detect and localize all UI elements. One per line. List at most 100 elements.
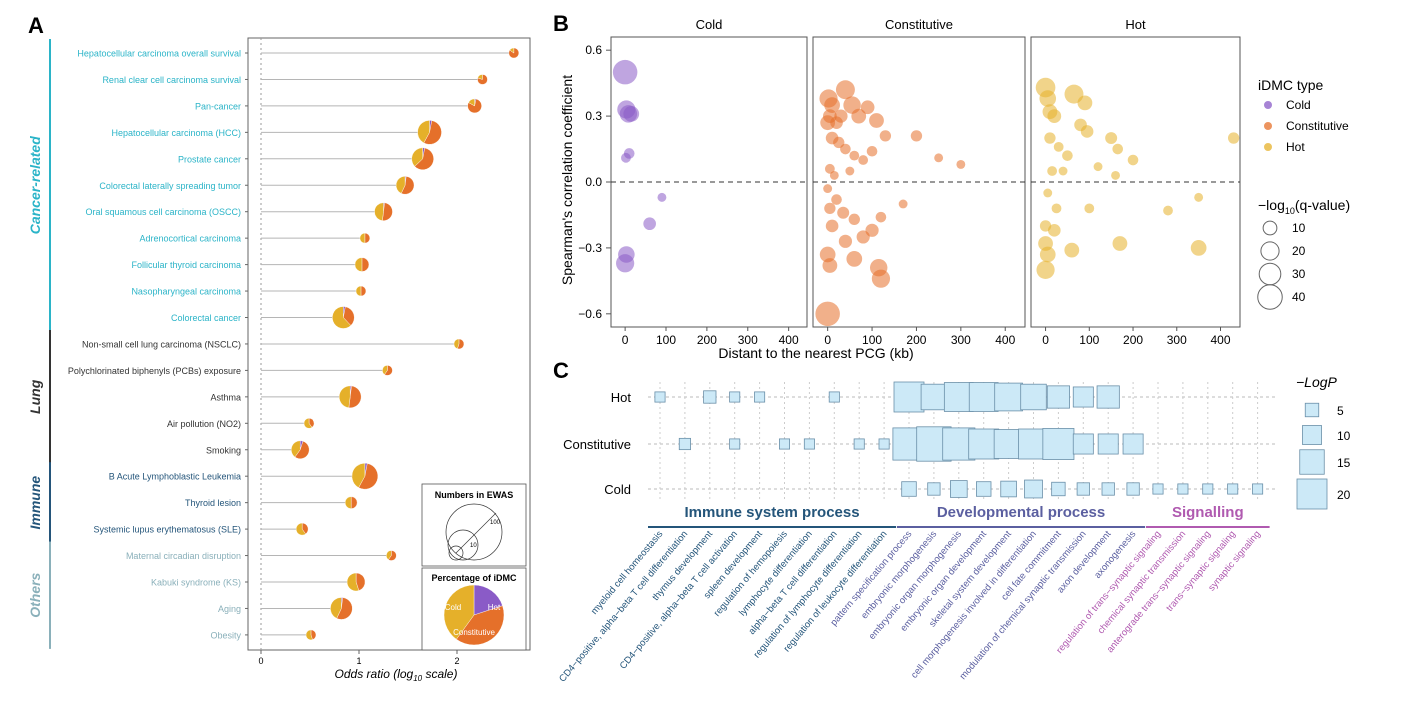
scatter-point: [898, 199, 908, 209]
scatter-point: [643, 217, 656, 231]
inset-ring-mid: [447, 529, 479, 561]
pie-slice-hot: [359, 232, 366, 244]
scatter-point: [1058, 166, 1068, 176]
scatter-point: [1227, 132, 1240, 144]
enrichment-box: [976, 481, 992, 497]
enrichment-box: [950, 480, 968, 498]
y-tick-label: −0.3: [578, 241, 602, 255]
pie-slice-constitutive: [456, 605, 505, 646]
legend-size-circle: [1257, 284, 1283, 310]
scatter-point: [849, 150, 860, 161]
pie-slice-constitutive: [384, 365, 393, 376]
scatter-point: [879, 130, 892, 142]
legend-logp-label: 20: [1337, 488, 1351, 502]
lollipop-pie: [354, 257, 370, 272]
x-tick-label: 0: [1042, 333, 1049, 347]
scatter-point: [829, 170, 839, 180]
enrichment-box: [1097, 433, 1119, 455]
enrichment-box: [729, 438, 741, 450]
scatter-point: [815, 301, 840, 327]
facet-constitutive: Constitutive 0 100 200 300 400: [812, 17, 1026, 347]
pie-slice-constitutive: [414, 147, 434, 170]
scatter-point: [623, 106, 640, 122]
scatter-point: [846, 251, 863, 267]
enrichment-box: [1020, 383, 1047, 411]
pie-slice-hot: [303, 418, 313, 429]
enrichment-box: [1042, 428, 1075, 460]
legend-logp-label: 5: [1337, 404, 1344, 418]
x-tick-label: 400: [995, 333, 1015, 347]
pie-slice-constitutive: [294, 440, 310, 459]
group-label: Lung: [27, 379, 43, 414]
lollipop-pie: [411, 147, 434, 170]
facet-hot: Hot 0 100 200 300 400: [1030, 17, 1241, 347]
x-tick-label: 200: [697, 333, 717, 347]
pie-slice-hot: [477, 74, 483, 80]
lollipop-pie: [305, 629, 317, 641]
scatter-point: [1084, 203, 1095, 214]
group-label: Others: [27, 572, 43, 617]
inset-ring-label-100: 100: [490, 520, 501, 526]
lollipop-pie: [395, 176, 415, 195]
scatter-point: [1111, 170, 1120, 180]
scatter-point: [851, 108, 867, 124]
scatter-point: [1112, 236, 1128, 251]
row-label: Thyroid lesion: [185, 498, 241, 508]
row-label: Constitutive: [563, 437, 631, 452]
enrichment-box: [927, 482, 941, 496]
x-tick-label: 300: [738, 333, 758, 347]
legend-size-title: −log10(q-value): [1258, 197, 1350, 216]
facet-title: Hot: [1125, 17, 1146, 32]
inset-ring-pointer: [455, 512, 497, 554]
scatter-point: [848, 213, 860, 226]
pie-slice-cold: [473, 584, 503, 616]
row-label: Kabuki syndrome (KS): [151, 578, 241, 588]
y-tick-label: 0.6: [585, 43, 602, 57]
scatter-point: [1039, 90, 1057, 107]
enrichment-box: [1252, 483, 1264, 495]
lollipop-pie: [332, 306, 355, 329]
scatter-point: [956, 159, 966, 169]
row-label: Hepatocellular carcinoma overall surviva…: [77, 49, 241, 59]
panel-a-xlabel: Odds ratio (log10 scale): [335, 667, 458, 683]
lollipop-pie: [295, 522, 309, 536]
scatter-point: [1047, 166, 1058, 176]
panel-label-b: B: [553, 11, 569, 36]
enrichment-box: [1227, 483, 1239, 495]
scatter-point: [831, 194, 842, 205]
y-tick-label: 0.3: [585, 109, 602, 123]
scatter-point: [838, 234, 853, 248]
pie-slice-hot: [344, 496, 352, 509]
row-label: Air pollution (NO2): [167, 419, 241, 429]
pie-slice-hot: [417, 120, 430, 144]
pie-slice-hot: [509, 47, 515, 54]
legend-size-circle: [1262, 220, 1278, 236]
legend-logp-box: [1302, 425, 1322, 445]
pie-slice-hot: [330, 597, 342, 619]
pie-slice-constitutive: [400, 176, 415, 195]
pie-slice-hot: [305, 629, 313, 641]
panel-a: Hepatocellular carcinoma overall surviva…: [27, 37, 531, 683]
facet-cold: Cold 0 100 200 300 400: [610, 17, 808, 347]
x-tick-label: 400: [1210, 333, 1230, 347]
scatter-point: [1051, 203, 1062, 214]
enrichment-box: [1046, 385, 1070, 409]
legend-type-swatch: [1264, 101, 1272, 109]
scatter-point: [824, 163, 835, 174]
x-tick-label: 0: [824, 333, 831, 347]
enrichment-box: [1177, 483, 1189, 495]
scatter-point: [1047, 224, 1061, 237]
enrichment-box: [1101, 482, 1115, 496]
lollipop-pie: [344, 496, 358, 509]
enrichment-box: [1202, 483, 1214, 495]
row-label: Renal clear cell carcinoma survival: [102, 75, 241, 85]
legend-size-circle: [1258, 262, 1282, 286]
enrichment-box: [754, 391, 766, 403]
inset-pie-label-hot: Hot: [488, 603, 501, 612]
inset-pie: [443, 584, 505, 646]
lollipop-pie: [386, 550, 397, 561]
enrichment-box: [878, 438, 890, 450]
row-label: Prostate cancer: [178, 154, 241, 164]
pie-slice-constitutive: [423, 120, 442, 145]
